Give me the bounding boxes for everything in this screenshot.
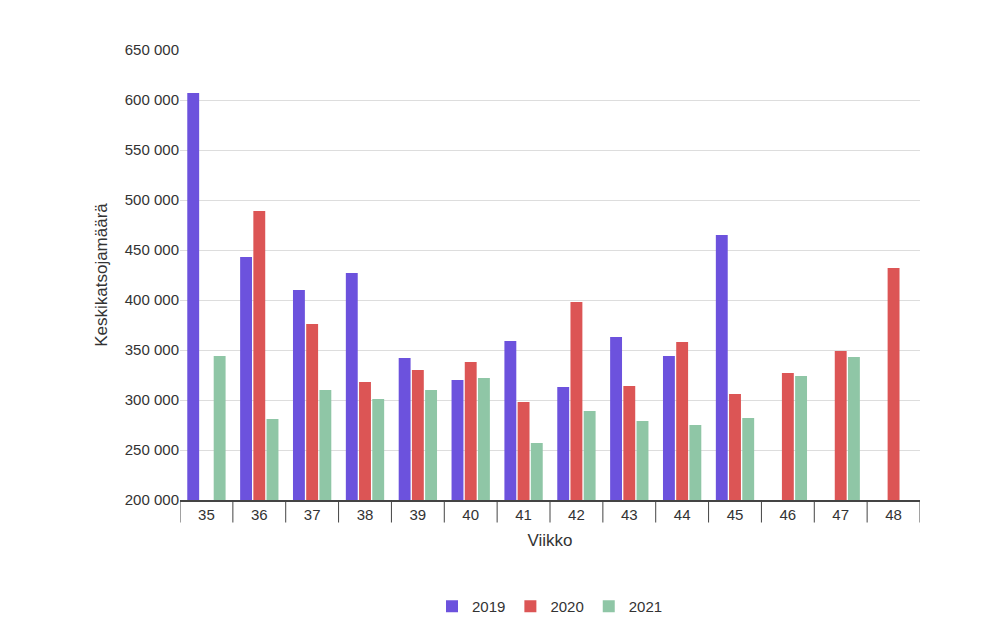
svg-text:550 000: 550 000 [125,141,179,158]
svg-text:45: 45 [727,506,744,523]
svg-text:2021: 2021 [629,598,662,615]
svg-text:38: 38 [357,506,374,523]
svg-text:250 000: 250 000 [125,441,179,458]
svg-text:600 000: 600 000 [125,91,179,108]
svg-text:42: 42 [568,506,585,523]
svg-text:47: 47 [832,506,849,523]
svg-text:39: 39 [410,506,427,523]
svg-text:Keskikatsojamäärä: Keskikatsojamäärä [92,203,111,347]
svg-text:46: 46 [780,506,797,523]
svg-text:40: 40 [462,506,479,523]
svg-text:37: 37 [304,506,321,523]
svg-text:450 000: 450 000 [125,241,179,258]
svg-text:300 000: 300 000 [125,391,179,408]
svg-text:43: 43 [621,506,638,523]
svg-text:400 000: 400 000 [125,291,179,308]
svg-text:36: 36 [251,506,268,523]
svg-text:500 000: 500 000 [125,191,179,208]
svg-text:35: 35 [198,506,215,523]
svg-text:200 000: 200 000 [125,491,179,508]
svg-text:350 000: 350 000 [125,341,179,358]
svg-text:2020: 2020 [550,598,583,615]
svg-text:650 000: 650 000 [125,41,179,58]
svg-text:48: 48 [885,506,902,523]
svg-text:41: 41 [515,506,532,523]
svg-text:2019: 2019 [472,598,505,615]
svg-text:Viikko: Viikko [527,531,572,550]
svg-text:44: 44 [674,506,691,523]
